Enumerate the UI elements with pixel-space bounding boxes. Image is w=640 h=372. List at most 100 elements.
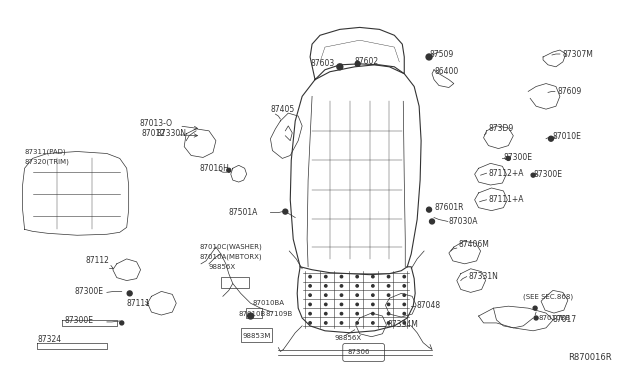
FancyBboxPatch shape: [343, 344, 385, 361]
Circle shape: [324, 312, 327, 315]
Circle shape: [340, 285, 342, 287]
Circle shape: [372, 275, 374, 278]
Circle shape: [387, 275, 390, 278]
Text: 87017: 87017: [553, 315, 577, 324]
Circle shape: [387, 322, 390, 324]
Circle shape: [372, 312, 374, 315]
Text: 87306: 87306: [348, 349, 371, 356]
Text: 87010A(MBTORX): 87010A(MBTORX): [199, 254, 262, 260]
Text: 87501A: 87501A: [228, 208, 258, 217]
Circle shape: [403, 294, 406, 296]
Circle shape: [120, 321, 124, 325]
Text: 87111+A: 87111+A: [488, 195, 524, 204]
Text: 87012: 87012: [141, 129, 166, 138]
Circle shape: [309, 285, 311, 287]
Circle shape: [387, 285, 390, 287]
Circle shape: [427, 207, 431, 212]
Text: 87112+A: 87112+A: [488, 169, 524, 178]
Circle shape: [324, 322, 327, 324]
Text: 87601R: 87601R: [434, 203, 463, 212]
Circle shape: [324, 285, 327, 287]
Circle shape: [534, 316, 538, 320]
Circle shape: [340, 312, 342, 315]
Text: 87406M: 87406M: [459, 240, 490, 248]
Circle shape: [356, 322, 358, 324]
Circle shape: [356, 294, 358, 296]
Circle shape: [506, 157, 510, 160]
Circle shape: [356, 275, 358, 278]
Circle shape: [355, 61, 360, 66]
Text: 87405: 87405: [271, 105, 294, 114]
Text: 86400: 86400: [434, 67, 458, 76]
Circle shape: [387, 312, 390, 315]
Circle shape: [403, 275, 406, 278]
Text: 87603: 87603: [310, 60, 334, 68]
Circle shape: [387, 294, 390, 296]
Circle shape: [372, 322, 374, 324]
Circle shape: [340, 275, 342, 278]
Text: 87010E: 87010E: [553, 132, 582, 141]
Text: 87030A: 87030A: [449, 217, 478, 226]
Text: 87602: 87602: [355, 57, 379, 66]
Text: 87010BB: 87010BB: [538, 315, 570, 321]
Circle shape: [309, 294, 311, 296]
Circle shape: [372, 303, 374, 305]
Bar: [241, 328, 273, 341]
Circle shape: [356, 303, 358, 305]
Text: 87112: 87112: [85, 256, 109, 265]
Circle shape: [533, 306, 537, 310]
Text: 87307M: 87307M: [563, 49, 594, 58]
Circle shape: [309, 322, 311, 324]
Circle shape: [372, 285, 374, 287]
Circle shape: [324, 294, 327, 296]
Text: 87111: 87111: [127, 299, 150, 308]
Text: 87109B: 87109B: [266, 311, 292, 317]
Text: 87300E: 87300E: [504, 153, 532, 162]
Circle shape: [309, 312, 311, 315]
Text: 87010B: 87010B: [239, 311, 266, 317]
Text: 87048: 87048: [416, 301, 440, 310]
Text: 87330N: 87330N: [156, 129, 186, 138]
Text: 87016H: 87016H: [199, 164, 229, 173]
Text: 98856X: 98856X: [209, 264, 236, 270]
Text: 87010BA: 87010BA: [253, 300, 285, 306]
Circle shape: [403, 285, 406, 287]
Circle shape: [324, 303, 327, 305]
Text: 87300E: 87300E: [533, 170, 562, 179]
Circle shape: [340, 322, 342, 324]
Circle shape: [403, 322, 406, 324]
Circle shape: [403, 312, 406, 315]
Circle shape: [309, 275, 311, 278]
Circle shape: [227, 168, 231, 172]
Text: 87320(TRIM): 87320(TRIM): [24, 158, 70, 165]
Circle shape: [337, 64, 343, 70]
Circle shape: [531, 173, 535, 177]
Text: 87324: 87324: [38, 335, 61, 344]
Circle shape: [340, 303, 342, 305]
Text: 87300E: 87300E: [74, 287, 103, 296]
Text: 87609: 87609: [558, 87, 582, 96]
Circle shape: [324, 275, 327, 278]
Text: 87331N: 87331N: [468, 272, 499, 281]
Circle shape: [403, 303, 406, 305]
Bar: [221, 277, 248, 288]
Text: 87311(PAD): 87311(PAD): [24, 148, 66, 155]
Circle shape: [426, 54, 432, 60]
Text: 98856X: 98856X: [335, 335, 362, 341]
Text: 87010C(WASHER): 87010C(WASHER): [199, 244, 262, 250]
Text: 98853M: 98853M: [243, 333, 271, 339]
Circle shape: [248, 313, 253, 319]
Text: 87334M: 87334M: [387, 320, 419, 329]
Circle shape: [340, 294, 342, 296]
Text: 87013-O: 87013-O: [140, 119, 173, 128]
Circle shape: [429, 219, 435, 224]
Circle shape: [387, 303, 390, 305]
Circle shape: [372, 294, 374, 296]
Circle shape: [127, 291, 132, 296]
Text: (SEE SEC.868): (SEE SEC.868): [524, 293, 573, 299]
Circle shape: [283, 209, 288, 214]
Text: R870016R: R870016R: [568, 353, 611, 362]
Text: 87509: 87509: [429, 49, 453, 58]
Text: 873D9: 873D9: [488, 124, 514, 134]
Circle shape: [356, 312, 358, 315]
